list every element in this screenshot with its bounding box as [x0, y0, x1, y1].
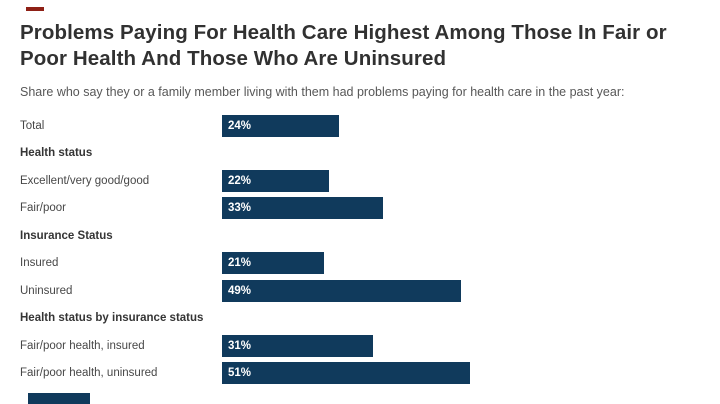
bar-value-label: 49%	[228, 284, 252, 297]
bar-value-label: 33%	[228, 202, 252, 215]
chart-row: Fair/poor 33%	[20, 195, 704, 223]
chart-row: Excellent/very good/good 22%	[20, 167, 704, 195]
chart-title-line1: Problems Paying For Health Care Highest …	[20, 21, 667, 44]
group-header-label: Insurance Status	[20, 229, 113, 242]
chart-row: Fair/poor health, uninsured 51%	[20, 360, 704, 388]
bar-chart: Total 24% Health status Excellent/very good…	[20, 112, 704, 387]
bar-track: 49%	[222, 279, 704, 302]
bar-value-label: 21%	[228, 257, 252, 270]
bar: 51%	[222, 362, 470, 385]
bar-track: 24%	[222, 114, 704, 137]
bar: 33%	[222, 197, 383, 220]
row-label: Fair/poor health, insured	[20, 339, 145, 352]
bar: 24%	[222, 114, 339, 137]
chart-row: Insured 21%	[20, 250, 704, 278]
chart-subtitle: Share who say they or a family member li…	[20, 85, 625, 99]
row-label: Fair/poor health, uninsured	[20, 367, 158, 380]
bar-track: 51%	[222, 362, 704, 385]
group-header-row: Insurance Status	[20, 222, 704, 250]
bar-track: 31%	[222, 334, 704, 357]
chart-title-line2: Poor Health And Those Who Are Uninsured	[20, 47, 447, 70]
group-header-label: Health status	[20, 147, 93, 160]
bar-value-label: 51%	[228, 367, 252, 380]
bar-track: 33%	[222, 197, 704, 220]
chart-title: Problems Paying For Health Care Highest …	[20, 20, 708, 72]
row-label: Excellent/very good/good	[20, 174, 150, 187]
group-header-label: Health status by insurance status	[20, 312, 204, 325]
row-label: Uninsured	[20, 284, 73, 297]
bar-value-label: 24%	[228, 119, 252, 132]
bar: 49%	[222, 279, 461, 302]
row-label: Insured	[20, 257, 59, 270]
bar: 22%	[222, 169, 329, 192]
bar-value-label: 31%	[228, 339, 252, 352]
brand-logo-remnant	[28, 393, 90, 404]
chart-row: Uninsured 49%	[20, 277, 704, 305]
brand-accent-dash	[26, 7, 44, 11]
bar-value-label: 22%	[228, 174, 252, 187]
chart-row: Fair/poor health, insured 31%	[20, 332, 704, 360]
bar-track: 22%	[222, 169, 704, 192]
bar: 21%	[222, 252, 324, 275]
row-label: Fair/poor	[20, 202, 67, 215]
group-header-row: Health status	[20, 140, 704, 168]
bar-track: 21%	[222, 252, 704, 275]
chart-row: Total 24%	[20, 112, 704, 140]
row-label: Total	[20, 119, 45, 132]
group-header-row: Health status by insurance status	[20, 305, 704, 333]
bar: 31%	[222, 334, 373, 357]
